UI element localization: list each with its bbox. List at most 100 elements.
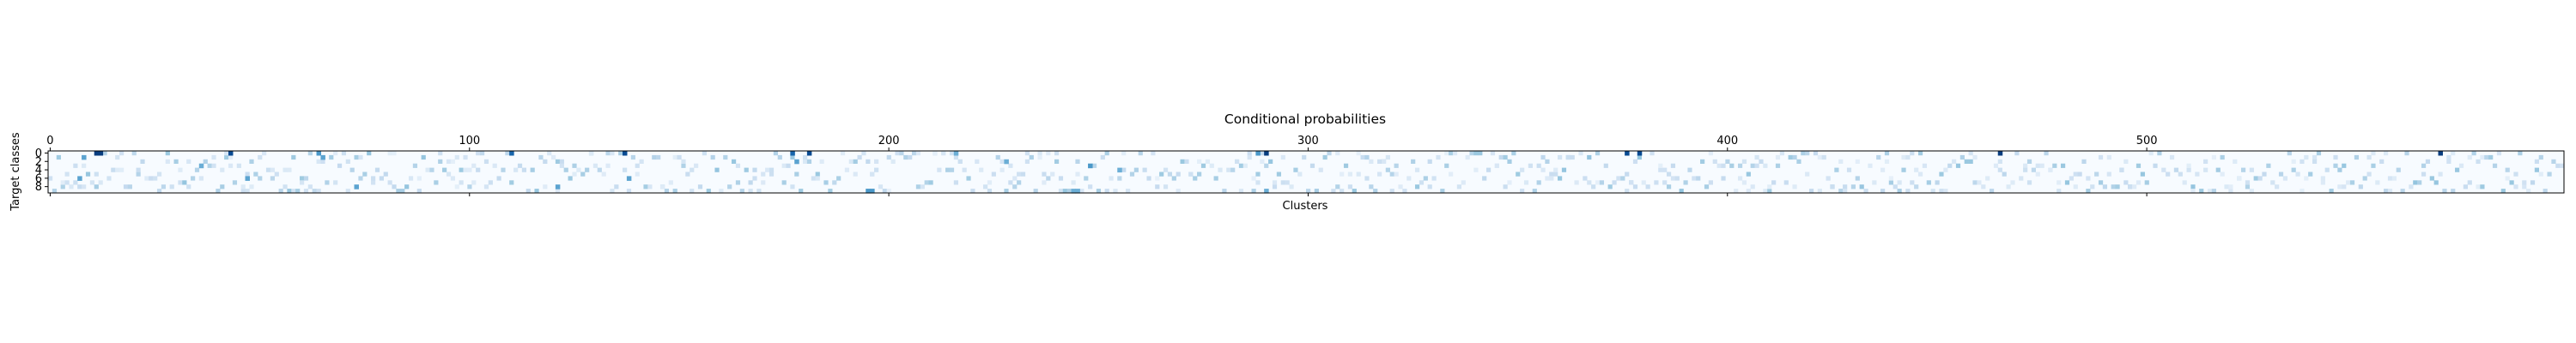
heatmap-cell bbox=[262, 151, 267, 156]
heatmap-cell bbox=[1587, 180, 1592, 185]
heatmap-cell bbox=[2240, 167, 2246, 172]
heatmap-cell bbox=[2073, 172, 2078, 177]
heatmap-cell bbox=[1771, 180, 1777, 185]
heatmap-cell bbox=[2052, 163, 2057, 168]
heatmap-cell bbox=[538, 154, 544, 160]
heatmap-cell bbox=[2304, 154, 2309, 160]
heatmap-cell bbox=[1121, 167, 1127, 172]
heatmap-cell bbox=[1427, 184, 1432, 190]
heatmap-cell bbox=[2484, 154, 2489, 160]
heatmap-cell bbox=[434, 180, 439, 185]
heatmap-cell bbox=[1734, 189, 1739, 194]
heatmap-cell bbox=[349, 167, 355, 172]
heatmap-cell bbox=[953, 180, 958, 185]
heatmap-cell bbox=[1436, 154, 1441, 160]
heatmap-cell bbox=[1205, 159, 1210, 164]
heatmap-cell bbox=[886, 154, 891, 160]
heatmap-cell bbox=[1234, 159, 1240, 164]
heatmap-cell bbox=[307, 151, 313, 156]
heatmap-cell bbox=[270, 176, 275, 181]
heatmap-cell bbox=[643, 184, 648, 190]
heatmap-cell bbox=[1440, 189, 1445, 194]
heatmap-cell bbox=[367, 151, 372, 156]
heatmap-cell bbox=[970, 189, 975, 194]
heatmap-cell bbox=[2098, 154, 2104, 160]
x-tick-label: 200 bbox=[878, 135, 900, 147]
heatmap-cell-highlight bbox=[866, 189, 871, 194]
heatmap-cell bbox=[1213, 176, 1218, 181]
heatmap-cell bbox=[2245, 184, 2251, 190]
heatmap-cell bbox=[1155, 176, 1160, 181]
heatmap-cell bbox=[300, 176, 305, 181]
heatmap-cell bbox=[2387, 176, 2393, 181]
heatmap-cell bbox=[890, 159, 896, 164]
heatmap-cell bbox=[77, 184, 82, 190]
heatmap-cell bbox=[123, 184, 129, 190]
heatmap-cell bbox=[1335, 151, 1340, 156]
heatmap-cell bbox=[1042, 172, 1047, 177]
heatmap-cell bbox=[476, 151, 481, 156]
heatmap-cell bbox=[156, 189, 162, 194]
heatmap-cell bbox=[1821, 154, 1826, 160]
heatmap-cell bbox=[1238, 163, 1244, 168]
heatmap-cell bbox=[1595, 151, 1601, 156]
heatmap-cell bbox=[580, 172, 586, 177]
heatmap-cell bbox=[866, 159, 871, 164]
heatmap-cell bbox=[727, 184, 732, 190]
heatmap-cell bbox=[1520, 189, 1525, 194]
heatmap-cell bbox=[1381, 159, 1387, 164]
heatmap-cell bbox=[1914, 167, 1919, 172]
heatmap-cell bbox=[1641, 180, 1646, 185]
heatmap-cell bbox=[1255, 172, 1261, 177]
heatmap-cell bbox=[1884, 151, 1890, 156]
heatmap-cell bbox=[1943, 167, 1948, 172]
heatmap-cell bbox=[1389, 172, 1394, 177]
heatmap-cell bbox=[870, 172, 875, 177]
heatmap-cell bbox=[1251, 176, 1256, 181]
heatmap-cell bbox=[1536, 163, 1541, 168]
heatmap-cell bbox=[777, 154, 782, 160]
heatmap-cell bbox=[2547, 172, 2552, 177]
heatmap-cell bbox=[220, 184, 225, 190]
heatmap-cell bbox=[1545, 159, 1550, 164]
heatmap-cell bbox=[2551, 159, 2556, 164]
heatmap-cell bbox=[2342, 163, 2347, 168]
heatmap-cell bbox=[1943, 189, 1948, 194]
heatmap-cell bbox=[1356, 172, 1361, 177]
heatmap-cell bbox=[987, 189, 993, 194]
heatmap-cell bbox=[1079, 189, 1084, 194]
heatmap-cell bbox=[857, 154, 862, 160]
heatmap-cell bbox=[2384, 189, 2389, 194]
heatmap-cell bbox=[2451, 189, 2456, 194]
heatmap-cell bbox=[64, 172, 70, 177]
heatmap-cell bbox=[2442, 189, 2447, 194]
heatmap-cell bbox=[815, 172, 820, 177]
heatmap-cell bbox=[1540, 154, 1546, 160]
heatmap-cell bbox=[2026, 180, 2032, 185]
heatmap-cell bbox=[647, 184, 653, 190]
heatmap-cell bbox=[1905, 154, 1911, 160]
heatmap-cell bbox=[601, 172, 606, 177]
heatmap-cell bbox=[513, 167, 519, 172]
heatmap-cell bbox=[291, 189, 296, 194]
heatmap-cell bbox=[1662, 167, 1668, 172]
heatmap-cell bbox=[828, 189, 833, 194]
heatmap-cell bbox=[790, 184, 795, 190]
heatmap-cell bbox=[1456, 184, 1461, 190]
heatmap-cell bbox=[610, 189, 615, 194]
heatmap-cell bbox=[165, 151, 170, 156]
heatmap-cell-highlight bbox=[1625, 151, 1630, 156]
heatmap-cell bbox=[987, 180, 993, 185]
heatmap-cell bbox=[1704, 184, 1710, 190]
heatmap-cell bbox=[178, 167, 183, 172]
y-tick-label: 6 bbox=[35, 172, 42, 185]
heatmap-cell bbox=[765, 167, 770, 172]
heatmap-cell bbox=[823, 180, 829, 185]
heatmap-cell bbox=[1901, 167, 1906, 172]
heatmap-cell bbox=[1024, 159, 1030, 164]
heatmap-cell bbox=[471, 180, 477, 185]
heatmap-cell bbox=[1595, 180, 1601, 185]
heatmap-cell bbox=[2425, 159, 2431, 164]
heatmap-cell bbox=[1478, 151, 1483, 156]
heatmap-cell bbox=[2534, 159, 2539, 164]
